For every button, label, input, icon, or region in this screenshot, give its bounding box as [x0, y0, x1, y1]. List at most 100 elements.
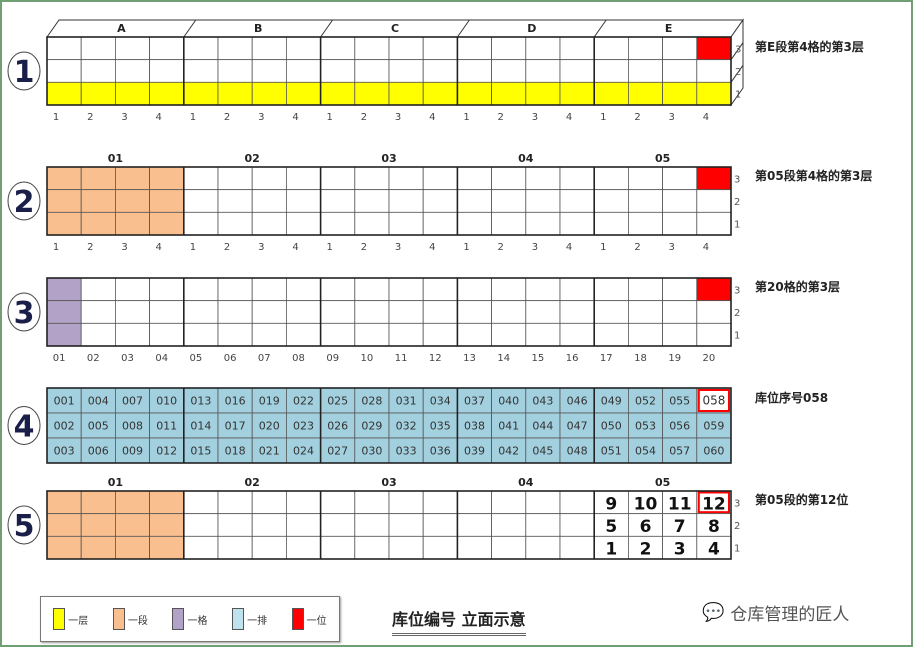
storage-cell [80, 59, 116, 83]
cell-label: 14 [497, 353, 510, 364]
cell-label: 1 [600, 242, 606, 253]
section-cell [46, 535, 82, 560]
cell-label: 18 [634, 353, 647, 364]
storage-cell [628, 437, 664, 464]
storage-cell [422, 437, 458, 464]
cell-number: 032 [396, 420, 417, 433]
storage-cell [559, 36, 595, 61]
legend-item-layer: 一层 [53, 608, 88, 630]
cell-number: 019 [259, 395, 280, 408]
storage-cell [559, 59, 595, 83]
storage-cell [525, 387, 561, 414]
storage-cell [662, 36, 698, 61]
storage-cell [696, 36, 732, 61]
position-number: 10 [634, 494, 658, 514]
storage-cell [525, 490, 561, 515]
storage-cell [285, 59, 321, 83]
section-cell [149, 490, 185, 515]
section-cell [149, 513, 185, 537]
section-divider [456, 19, 470, 38]
storage-cell [354, 535, 390, 560]
storage-cell [115, 277, 151, 302]
storage-cell [183, 36, 219, 61]
cell-number: 042 [498, 445, 519, 458]
storage-cell [525, 81, 561, 106]
storage-cell [525, 211, 561, 236]
storage-cell [593, 81, 629, 106]
storage-cell [320, 36, 356, 61]
storage-cell [354, 412, 390, 439]
storage-cell [149, 322, 185, 347]
storage-cell [320, 189, 356, 213]
position-number: 1 [605, 540, 617, 560]
storage-cell [46, 300, 82, 324]
shelf-outline [46, 387, 732, 464]
storage-cell [217, 36, 253, 61]
storage-cell [149, 189, 185, 213]
legend-swatch [112, 608, 125, 630]
storage-cell [183, 513, 219, 537]
cell-label: 3 [532, 242, 538, 253]
storage-cell [354, 387, 390, 414]
storage-cell [491, 166, 527, 191]
storage-cell [628, 36, 664, 61]
cell-number: 056 [669, 420, 690, 433]
storage-cell [251, 166, 287, 191]
cell-number: 044 [532, 420, 553, 433]
storage-cell [354, 36, 390, 61]
cell-number: 015 [190, 445, 211, 458]
legend-label: 一段 [127, 615, 148, 627]
cell-number: 046 [567, 395, 588, 408]
cell-label: 17 [600, 353, 613, 364]
storage-cell [422, 211, 458, 236]
storage-cell [149, 437, 185, 464]
section-divider [183, 19, 197, 38]
panel-number: 3 [14, 296, 35, 331]
cell-number: 002 [54, 420, 75, 433]
storage-cell [46, 166, 82, 191]
cell-number: 036 [430, 445, 451, 458]
level-label: 2 [734, 308, 740, 319]
storage-cell [662, 277, 698, 302]
storage-cell [183, 189, 219, 213]
section-header: 02 [245, 476, 260, 489]
cell-label: 07 [258, 353, 271, 364]
storage-cell [320, 59, 356, 83]
storage-cell [491, 277, 527, 302]
cell-number: 001 [54, 395, 75, 408]
cell-label: 4 [429, 112, 435, 123]
storage-cell [628, 166, 664, 191]
storage-cell [456, 535, 492, 560]
storage-cell [422, 322, 458, 347]
storage-cell [525, 300, 561, 324]
cell-number: 034 [430, 395, 451, 408]
storage-cell [559, 513, 595, 537]
position-number: 9 [605, 494, 617, 514]
storage-cell [251, 211, 287, 236]
storage-cell [422, 81, 458, 106]
cell-number: 020 [259, 420, 280, 433]
cell-number: 010 [156, 395, 177, 408]
storage-cell [285, 166, 321, 191]
level-label: 1 [734, 544, 740, 555]
storage-cell [628, 59, 664, 83]
cell-number: 051 [601, 445, 622, 458]
cell-number: 022 [293, 395, 314, 408]
section-header: E [665, 22, 673, 35]
cell-label: 3 [258, 112, 264, 123]
cell-label: 2 [361, 112, 367, 123]
storage-cell [662, 437, 698, 464]
storage-cell [285, 36, 321, 61]
cell-label: 4 [703, 112, 709, 123]
legend-swatch [53, 608, 66, 630]
storage-cell [456, 437, 492, 464]
storage-cell [456, 59, 492, 83]
cell-label: 1 [463, 242, 469, 253]
storage-cell [422, 36, 458, 61]
storage-cell [251, 300, 287, 324]
storage-cell [628, 189, 664, 213]
storage-cell [491, 59, 527, 83]
storage-cell [285, 535, 321, 560]
storage-cell [491, 211, 527, 236]
cell-number: 055 [669, 395, 690, 408]
